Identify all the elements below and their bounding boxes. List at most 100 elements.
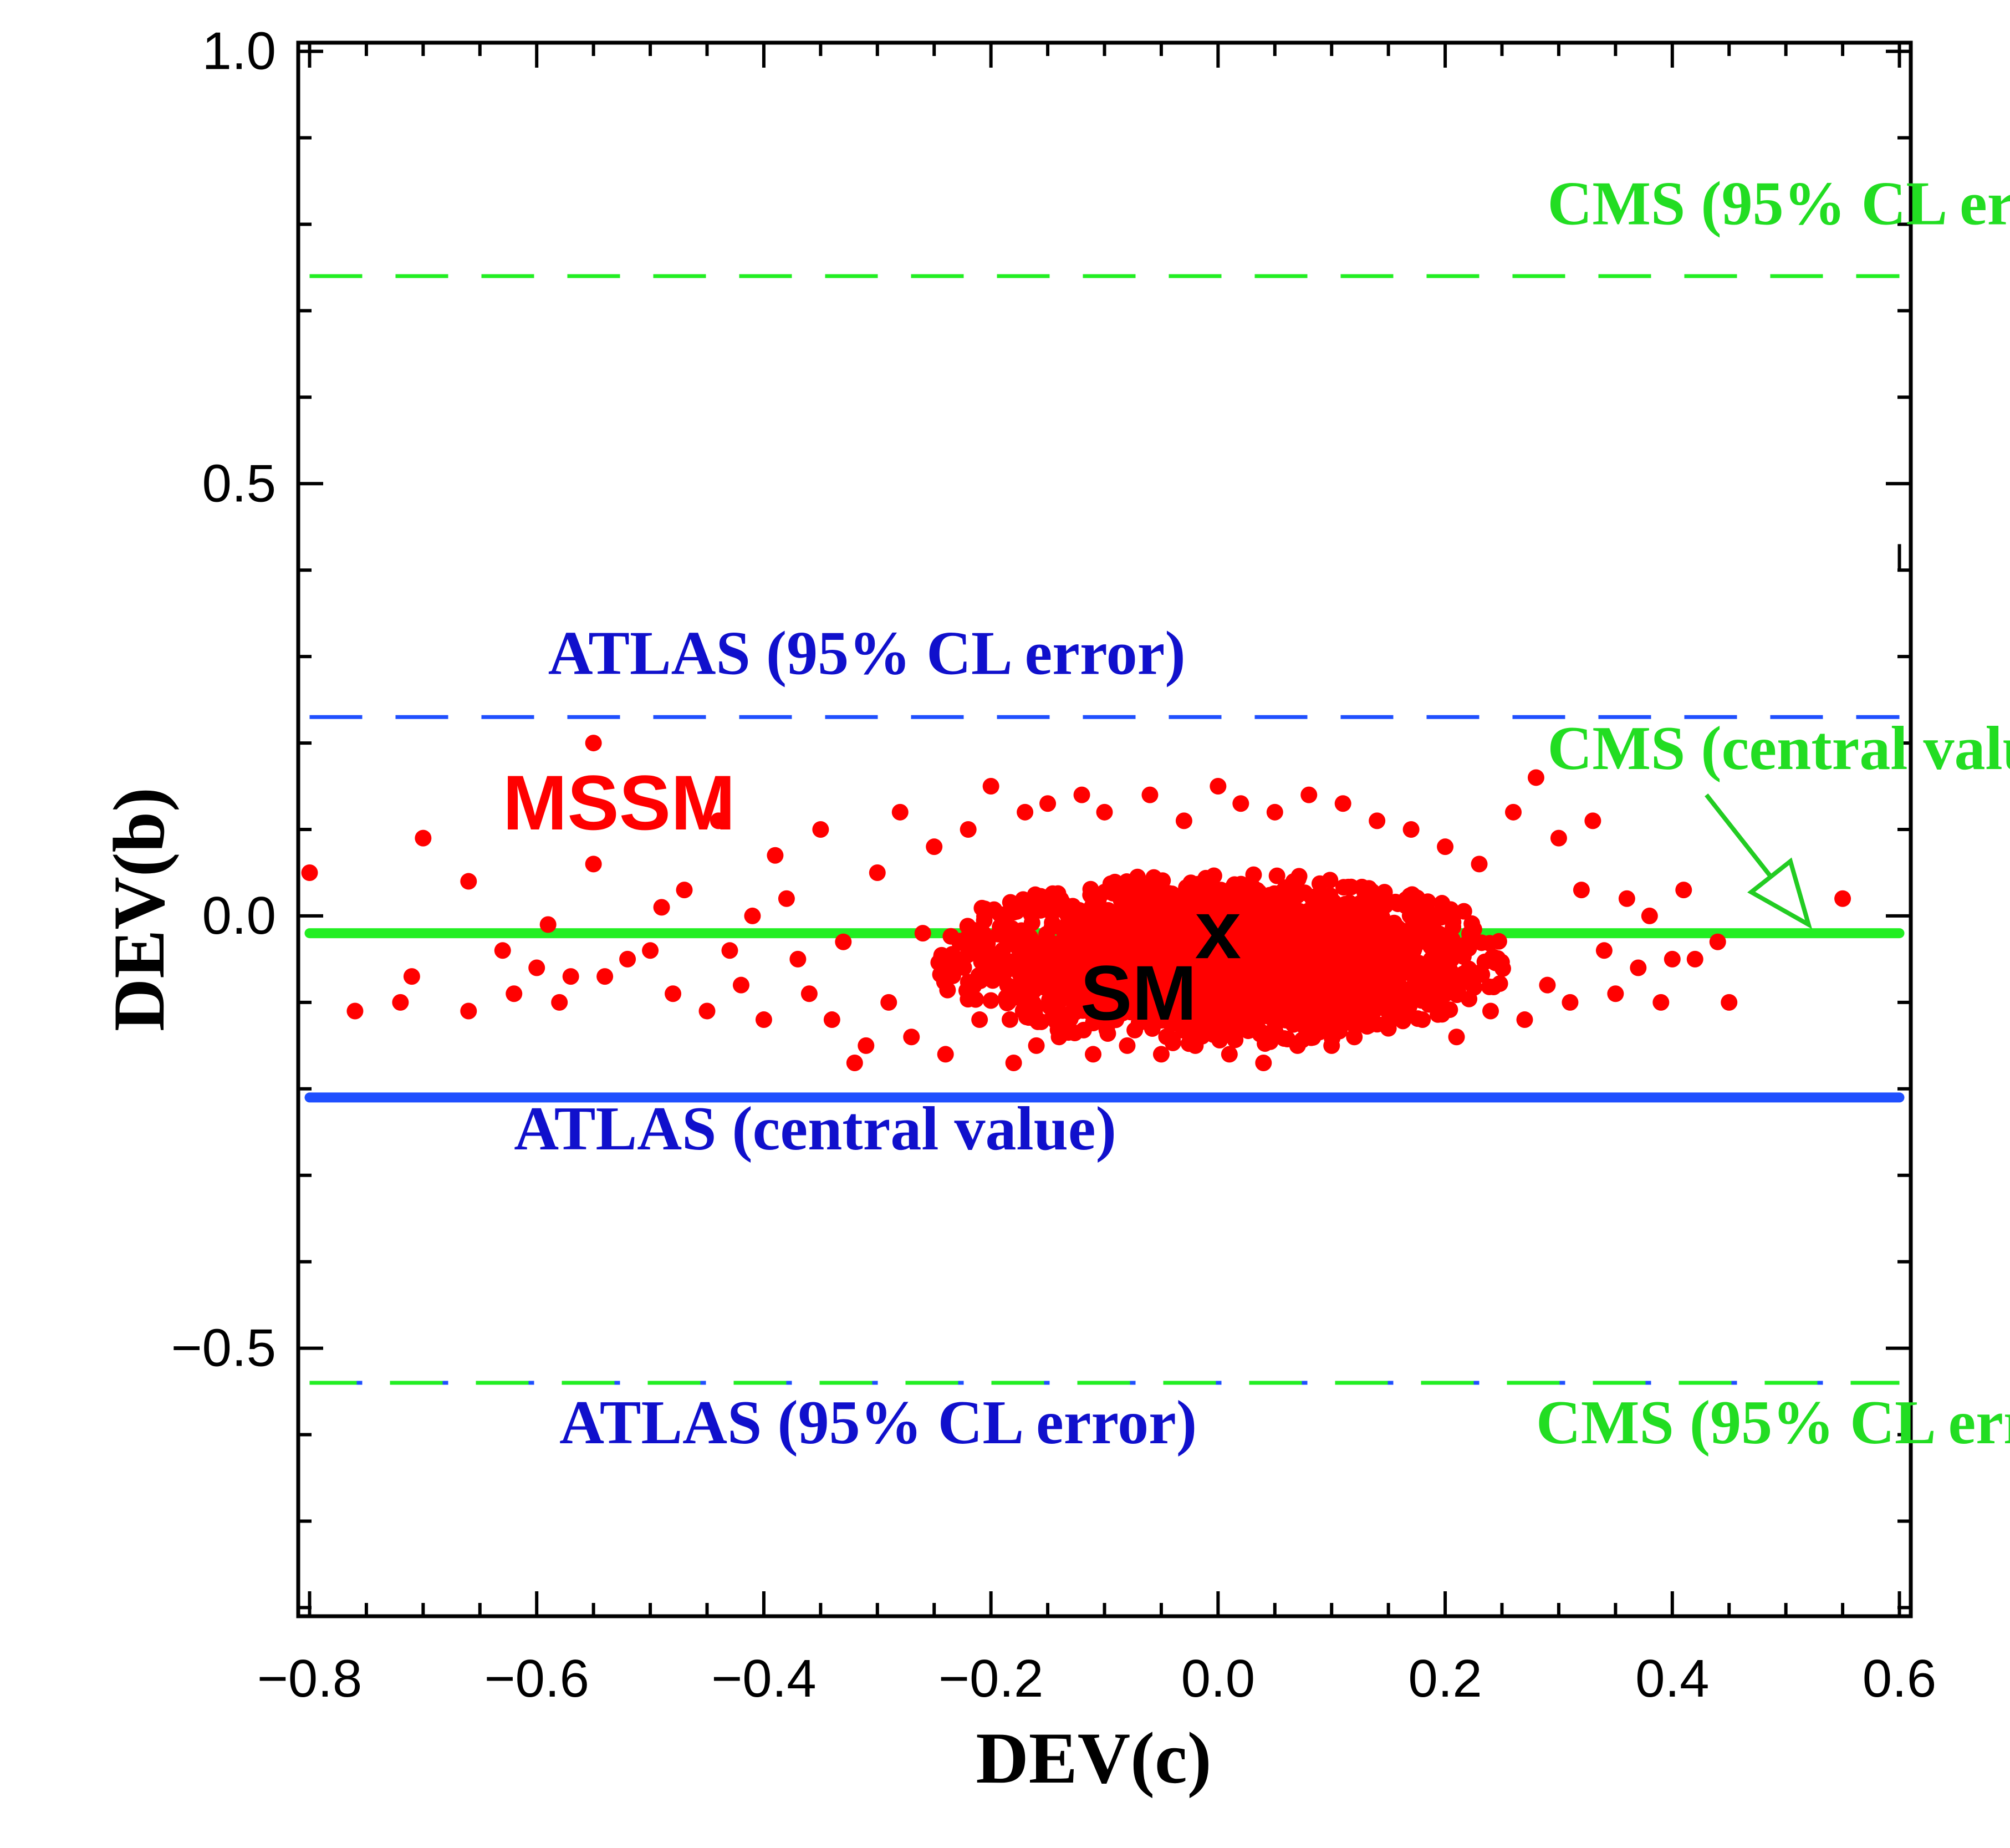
mssm-point bbox=[528, 959, 545, 976]
mssm-point bbox=[551, 994, 568, 1011]
mssm-cloud-point bbox=[1243, 963, 1261, 980]
mssm-cloud-point bbox=[998, 994, 1016, 1011]
mssm-cloud-point bbox=[1270, 974, 1287, 991]
mssm-cloud-point bbox=[1221, 889, 1238, 906]
mssm-cloud-point bbox=[1455, 903, 1472, 920]
mssm-cloud-point bbox=[1332, 941, 1349, 958]
mssm-point bbox=[1073, 786, 1090, 803]
mssm-cloud-point bbox=[1261, 887, 1278, 904]
axes: −0.8 −0.6 −0.4 −0.2 0.0 0.2 0.4 0.6 −0.5 0.0 0.5 1… bbox=[171, 22, 1936, 1708]
mssm-cloud-point bbox=[1227, 906, 1244, 923]
mssm-cloud-point bbox=[1178, 965, 1195, 982]
mssm-cloud-point bbox=[1345, 993, 1362, 1010]
mssm-point bbox=[914, 925, 931, 942]
mssm-cloud-point bbox=[943, 946, 961, 963]
mssm-cloud-point bbox=[1081, 989, 1098, 1006]
annotations: CMS (95% CL error) ATLAS (95% CL error) CM… bbox=[503, 169, 2010, 1457]
mssm-point bbox=[1527, 769, 1544, 786]
mssm-cloud-point bbox=[1193, 945, 1211, 962]
mssm-cloud-point bbox=[1421, 964, 1438, 981]
mssm-cloud-point bbox=[1245, 866, 1262, 883]
mssm-point bbox=[698, 1002, 716, 1020]
mssm-point bbox=[1232, 795, 1249, 812]
mssm-point bbox=[415, 829, 432, 847]
mssm-point bbox=[1300, 786, 1318, 803]
mssm-cloud-point bbox=[1298, 952, 1315, 969]
mssm-cloud-point bbox=[939, 981, 956, 999]
mssm-cloud-point bbox=[1383, 1007, 1400, 1024]
mssm-point bbox=[1414, 1011, 1431, 1029]
mssm-point bbox=[653, 899, 670, 916]
mssm-point bbox=[1664, 950, 1681, 968]
mssm-point bbox=[460, 873, 477, 890]
mssm-cloud-point bbox=[1061, 981, 1078, 999]
mssm-cloud-point bbox=[1039, 893, 1056, 910]
mssm-point bbox=[1210, 778, 1227, 795]
mssm-cloud-point bbox=[1220, 955, 1237, 972]
mssm-cloud-point bbox=[1174, 950, 1191, 967]
sm-label: SM bbox=[1080, 949, 1197, 1036]
mssm-cloud-point bbox=[1088, 903, 1105, 920]
mssm-cloud-point bbox=[1385, 962, 1402, 979]
mssm-cloud-point bbox=[1285, 1011, 1303, 1029]
mssm-cloud-point bbox=[1075, 1021, 1092, 1038]
mssm-cloud-point bbox=[1323, 897, 1340, 914]
mssm-point bbox=[1437, 838, 1454, 856]
mssm-point bbox=[1618, 890, 1635, 907]
mssm-cloud-point bbox=[1003, 920, 1021, 937]
mssm-cloud-point bbox=[1205, 867, 1222, 884]
mssm-cloud-point bbox=[1311, 875, 1328, 892]
mssm-point bbox=[1595, 942, 1613, 959]
mssm-cloud-point bbox=[1230, 1018, 1247, 1035]
mssm-point bbox=[982, 778, 999, 795]
mssm-point bbox=[301, 864, 318, 881]
mssm-cloud-point bbox=[1248, 998, 1266, 1015]
mssm-cloud-point bbox=[1367, 1001, 1384, 1018]
mssm-cloud-point bbox=[1118, 972, 1135, 989]
mssm-cloud-point bbox=[1024, 933, 1041, 950]
mssm-cloud-point bbox=[1216, 924, 1233, 941]
mssm-cloud-point bbox=[1207, 988, 1225, 1005]
mssm-cloud-point bbox=[1029, 966, 1047, 983]
mssm-cloud-point bbox=[1147, 904, 1165, 921]
mssm-cloud-point bbox=[1139, 991, 1156, 1009]
mssm-point bbox=[1516, 1011, 1533, 1029]
mssm-cloud-point bbox=[1075, 929, 1093, 946]
mssm-point bbox=[1652, 994, 1670, 1011]
mssm-point bbox=[937, 1046, 954, 1063]
mssm-cloud-point bbox=[1215, 1008, 1232, 1025]
mssm-point bbox=[585, 735, 602, 752]
mssm-point bbox=[619, 950, 636, 968]
mssm-cloud-point bbox=[1108, 1011, 1125, 1029]
mssm-cloud-point bbox=[969, 944, 986, 961]
mssm-point bbox=[710, 812, 727, 829]
mssm-point bbox=[891, 803, 909, 821]
mssm-point bbox=[539, 916, 557, 933]
mssm-point bbox=[596, 968, 614, 985]
mssm-cloud-point bbox=[1190, 875, 1207, 893]
mssm-cloud-point bbox=[1012, 948, 1029, 965]
mssm-point bbox=[880, 994, 897, 1011]
mssm-point bbox=[732, 976, 749, 994]
mssm-point bbox=[800, 985, 818, 1002]
mssm-point bbox=[835, 933, 852, 950]
mssm-cloud-point bbox=[984, 972, 1001, 989]
mssm-point bbox=[346, 1002, 364, 1020]
mssm-cloud-point bbox=[1404, 959, 1421, 976]
mssm-point bbox=[1607, 985, 1624, 1002]
mssm-point bbox=[1471, 856, 1488, 873]
mssm-cloud-point bbox=[1212, 969, 1229, 986]
mssm-cloud-point bbox=[1283, 976, 1300, 993]
mssm-cloud-point bbox=[1405, 942, 1422, 959]
mssm-cloud-point bbox=[1069, 960, 1086, 978]
mssm-cloud-point bbox=[1130, 945, 1147, 962]
x-tick-label: 0.0 bbox=[1181, 1649, 1255, 1708]
cms-lower-label: CMS (95% CL error) bbox=[1536, 1388, 2010, 1457]
mssm-cloud-point bbox=[982, 992, 999, 1009]
mssm-cloud-point bbox=[992, 906, 1009, 923]
mssm-cloud-point bbox=[1335, 879, 1352, 896]
cms-central-label: CMS (central value) bbox=[1547, 714, 2010, 783]
x-tick-label: 0.4 bbox=[1635, 1649, 1709, 1708]
mssm-point bbox=[960, 821, 977, 838]
